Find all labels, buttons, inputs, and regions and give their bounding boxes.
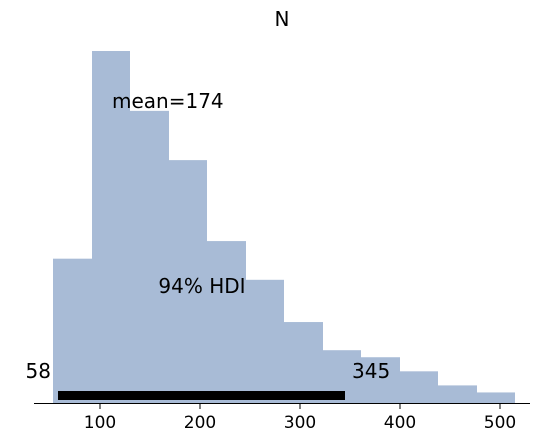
hdi-low-label: 58 bbox=[26, 359, 51, 383]
mean-label: mean=174 bbox=[112, 89, 224, 113]
histogram-bar bbox=[130, 110, 169, 403]
hdi-bar bbox=[58, 391, 345, 400]
x-ticks-group: 100 200 300 400 500 bbox=[84, 403, 516, 433]
x-tick-label: 300 bbox=[284, 413, 316, 433]
histogram-bar bbox=[400, 371, 438, 403]
histogram-bar bbox=[477, 392, 515, 403]
histogram-bar bbox=[438, 385, 477, 403]
x-tick-label: 100 bbox=[84, 413, 116, 433]
x-tick-label: 400 bbox=[384, 413, 416, 433]
histogram-bar bbox=[361, 357, 400, 403]
x-tick-label: 500 bbox=[484, 413, 516, 433]
histogram-bar bbox=[246, 279, 284, 403]
histogram-bar bbox=[169, 160, 207, 403]
chart-title: N bbox=[275, 7, 290, 31]
histogram-bar bbox=[207, 241, 246, 403]
hdi-high-label: 345 bbox=[352, 359, 390, 383]
histogram-bar bbox=[284, 322, 323, 403]
histogram-bar bbox=[92, 51, 130, 403]
x-tick-label: 200 bbox=[184, 413, 216, 433]
histogram-bar bbox=[53, 258, 92, 403]
hdi-label: 94% HDI bbox=[158, 274, 245, 298]
